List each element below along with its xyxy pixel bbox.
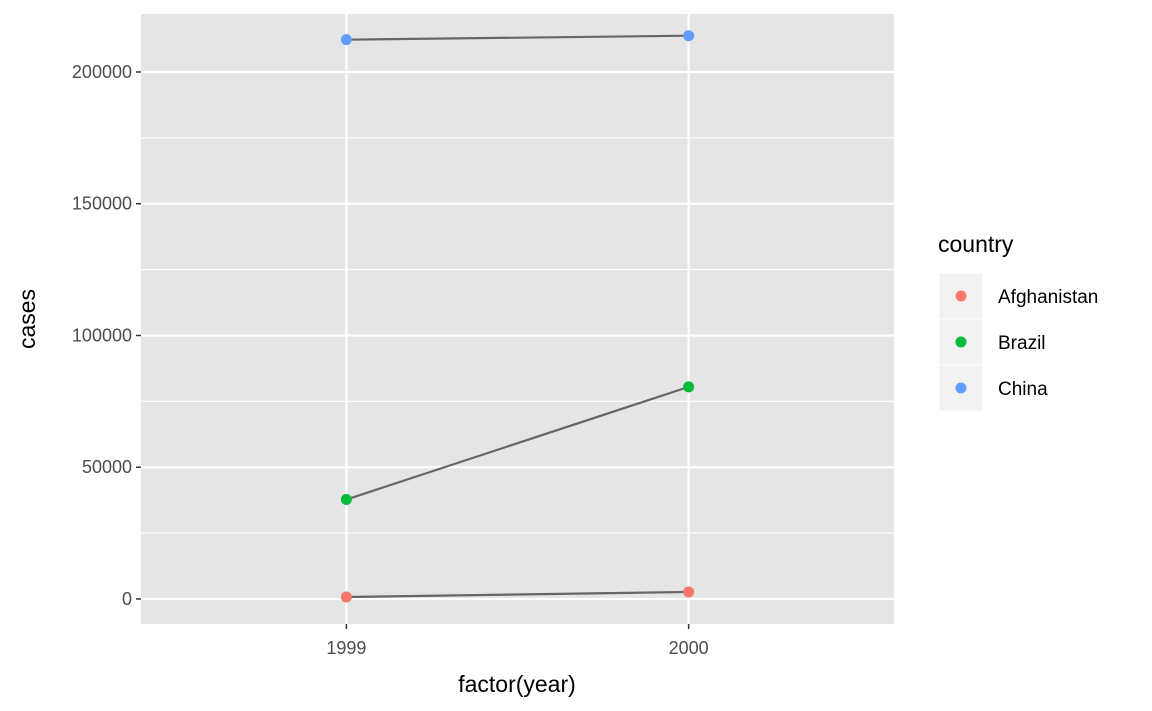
major-gridlines bbox=[141, 14, 894, 624]
legend-label: China bbox=[998, 379, 1048, 400]
y-tick-label: 150000 bbox=[72, 194, 132, 214]
legend-key-point bbox=[955, 336, 967, 348]
x-axis-title: factor(year) bbox=[458, 671, 576, 697]
data-point bbox=[683, 586, 695, 598]
x-tick-label: 2000 bbox=[669, 638, 709, 658]
data-point bbox=[340, 591, 352, 603]
series-line bbox=[346, 34, 689, 41]
minor-gridlines bbox=[141, 137, 894, 534]
legend-label: Brazil bbox=[998, 333, 1046, 354]
data-points bbox=[340, 30, 695, 603]
legend-key-point bbox=[955, 382, 967, 394]
x-tick-label: 1999 bbox=[326, 638, 366, 658]
data-point bbox=[340, 494, 352, 506]
data-point bbox=[683, 381, 695, 393]
y-axis-title: cases bbox=[14, 289, 40, 349]
y-tick-label: 50000 bbox=[82, 457, 132, 477]
data-point bbox=[340, 34, 352, 46]
y-axis: 0 50000 100000 150000 200000 bbox=[72, 62, 141, 609]
series-line bbox=[346, 385, 689, 501]
y-tick-label: 100000 bbox=[72, 325, 132, 345]
legend-label: Afghanistan bbox=[998, 287, 1098, 308]
legend: country Afghanistan Brazil China bbox=[938, 231, 1098, 412]
series-line bbox=[346, 590, 689, 599]
series-lines bbox=[346, 34, 689, 599]
data-point bbox=[683, 30, 695, 42]
legend-title: country bbox=[938, 231, 1014, 257]
legend-key-point bbox=[955, 290, 967, 302]
y-tick-label: 200000 bbox=[72, 62, 132, 82]
x-axis: 1999 2000 bbox=[326, 624, 709, 658]
plot-panel bbox=[141, 14, 894, 624]
y-tick-label: 0 bbox=[122, 589, 132, 609]
